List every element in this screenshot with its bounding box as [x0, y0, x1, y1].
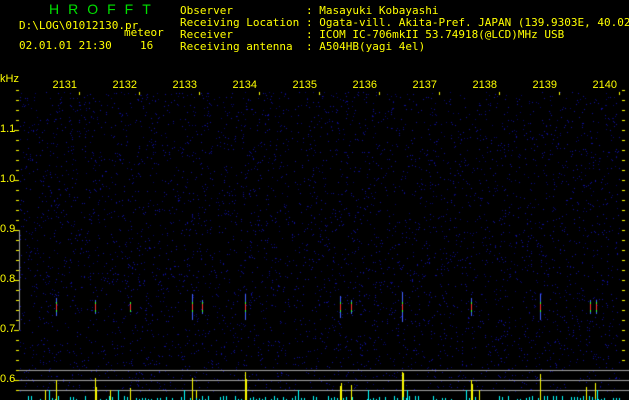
- datetime: 02.01.01 21:30: [19, 39, 112, 52]
- y-tick-label: 0.8: [0, 273, 16, 285]
- y-tick-label: 0.9: [0, 223, 16, 235]
- x-tick-label: 2137: [412, 79, 437, 91]
- y-tick-label: 0.6: [0, 373, 16, 385]
- x-tick-label: 2133: [172, 79, 197, 91]
- info-location: Receiving Location: Ogata-vill. Akita-Pr…: [180, 16, 629, 29]
- x-tick-label: 2140: [592, 79, 617, 91]
- info-receiver: Receiver: ICOM IC-706mkII 53.74918(@LCD)…: [180, 28, 565, 41]
- meteor-count: 16: [140, 39, 154, 52]
- x-tick-label: 2135: [292, 79, 317, 91]
- file-path: D:\LOG\01012130.pr: [19, 19, 139, 32]
- x-tick-label: 2139: [532, 79, 557, 91]
- y-unit-label: kHz: [0, 73, 19, 85]
- x-tick-label: 2134: [232, 79, 257, 91]
- y-tick-label: 0.7: [0, 323, 16, 335]
- info-observer: Observer: Masayuki Kobayashi: [180, 4, 439, 17]
- y-tick-label: 1.0: [0, 173, 16, 185]
- x-tick-label: 2131: [52, 79, 77, 91]
- mode-label: meteor: [124, 26, 164, 39]
- x-tick-label: 2138: [472, 79, 497, 91]
- y-tick-label: 1.1: [0, 123, 16, 135]
- x-tick-label: 2132: [112, 79, 137, 91]
- app-title: HROFFT: [49, 1, 160, 17]
- x-tick-label: 2136: [352, 79, 377, 91]
- info-antenna: Receiving antenna: A504HB(yagi 4el): [180, 40, 426, 53]
